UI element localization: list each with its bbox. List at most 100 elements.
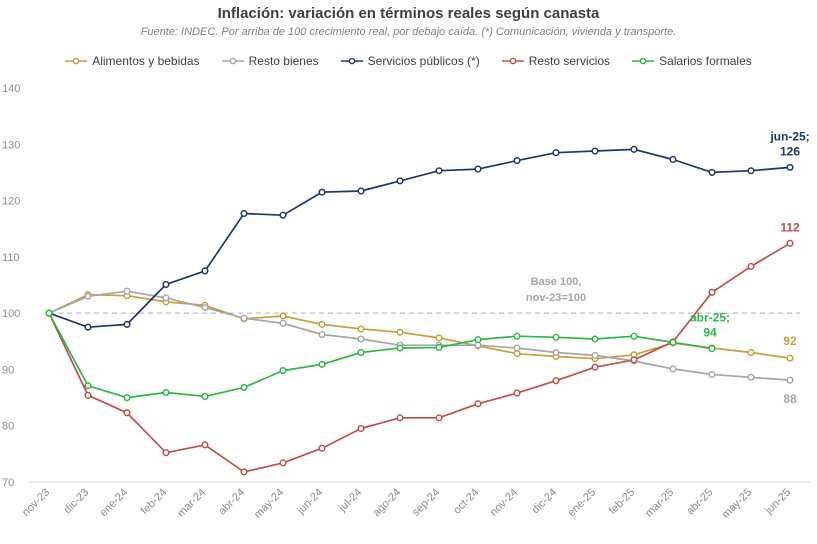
chart-legend: Alimentos y bebidas Resto bienes Servicios…: [0, 54, 817, 68]
data-label: 94: [703, 326, 717, 340]
data-point: [84, 292, 92, 300]
data-point: [396, 328, 404, 336]
data-point: [786, 239, 794, 247]
baseline-label: nov-23=100: [526, 292, 586, 304]
legend-marker: [340, 57, 363, 65]
data-label: 88: [783, 392, 797, 406]
data-point: [279, 211, 287, 219]
data-point: [474, 165, 482, 173]
x-tick-label: feb-24: [139, 486, 170, 517]
legend-marker: [65, 57, 88, 65]
legend-label: Resto bienes: [248, 54, 319, 68]
data-point: [435, 343, 443, 352]
data-point: [240, 314, 248, 322]
series-line: [48, 148, 791, 329]
data-point: [162, 280, 170, 288]
data-point: [747, 167, 755, 175]
data-point: [123, 394, 131, 402]
data-point: [591, 363, 599, 371]
series-line: [48, 242, 791, 473]
x-tick-label: feb-25: [607, 486, 638, 517]
data-point: [708, 370, 716, 379]
data-point: [747, 262, 755, 270]
data-point: [84, 382, 92, 390]
y-tick-label: 140: [2, 83, 20, 95]
data-label: jun-25;: [769, 129, 809, 143]
x-tick-label: abr-25: [684, 486, 715, 517]
data-point: [630, 145, 638, 153]
data-point: [162, 294, 170, 302]
data-point: [396, 177, 404, 185]
data-point: [435, 167, 443, 175]
legend-item: Resto servicios: [501, 54, 610, 68]
data-point: [630, 356, 638, 364]
x-tick-label: dic-24: [530, 486, 560, 516]
data-label: 92: [783, 334, 797, 348]
y-tick-label: 80: [2, 421, 14, 433]
data-point: [240, 383, 248, 391]
legend-label: Servicios públicos (*): [367, 54, 480, 68]
data-point: [591, 147, 599, 155]
data-point: [474, 400, 482, 408]
x-tick-label: jun-25: [762, 486, 793, 517]
series-line: [48, 293, 791, 360]
series-line: [48, 290, 791, 381]
x-tick-label: nov-24: [488, 486, 520, 518]
y-tick-label: 130: [2, 139, 20, 151]
y-tick-label: 100: [2, 308, 20, 320]
data-label: 112: [780, 220, 800, 234]
legend-item: Servicios públicos (*): [340, 54, 480, 68]
data-point: [279, 319, 287, 327]
data-point: [591, 335, 599, 343]
x-tick-label: ene-25: [566, 486, 599, 519]
data-point: [279, 459, 287, 467]
data-point: [357, 424, 365, 433]
x-tick-label: mar-25: [643, 486, 676, 519]
legend-label: Salarios formales: [659, 54, 752, 68]
x-tick-label: jul-24: [336, 486, 364, 514]
data-point: [201, 267, 209, 275]
legend-item: Salarios formales: [632, 54, 752, 68]
data-point: [240, 209, 248, 218]
data-point: [435, 334, 443, 342]
data-point: [786, 376, 794, 384]
data-point: [552, 348, 560, 357]
baseline-label: Base 100,: [531, 276, 582, 288]
data-point: [708, 345, 716, 353]
data-point: [123, 409, 131, 417]
data-point: [318, 444, 326, 452]
data-point: [669, 338, 677, 346]
data-point: [240, 468, 248, 476]
data-point: [474, 341, 482, 349]
data-point: [396, 414, 404, 422]
data-label: abr-25;: [690, 311, 730, 325]
data-point: [357, 325, 365, 333]
data-point: [396, 344, 404, 352]
legend-marker: [501, 57, 524, 65]
legend-marker: [221, 57, 244, 65]
data-point: [45, 309, 53, 317]
chart-title: Inflación: variación en términos reales …: [217, 5, 600, 22]
data-point: [162, 388, 170, 397]
data-point: [747, 373, 755, 381]
data-point: [669, 155, 677, 164]
legend-marker: [632, 57, 655, 65]
series-line: [48, 312, 713, 399]
x-tick-label: may-25: [720, 486, 754, 520]
x-tick-label: sep-24: [410, 486, 442, 518]
data-point: [162, 449, 170, 457]
x-tick-label: ago-24: [371, 486, 404, 519]
x-tick-label: dic-23: [62, 486, 92, 516]
data-point: [435, 414, 443, 422]
data-point: [357, 335, 365, 343]
data-point: [786, 354, 794, 362]
data-point: [318, 330, 326, 339]
data-point: [318, 320, 326, 328]
data-point: [591, 351, 599, 359]
y-tick-label: 90: [2, 364, 14, 376]
data-label: 126: [780, 144, 800, 158]
data-point: [786, 163, 794, 171]
data-point: [201, 441, 209, 449]
data-point: [747, 348, 755, 357]
y-tick-label: 120: [2, 196, 20, 208]
